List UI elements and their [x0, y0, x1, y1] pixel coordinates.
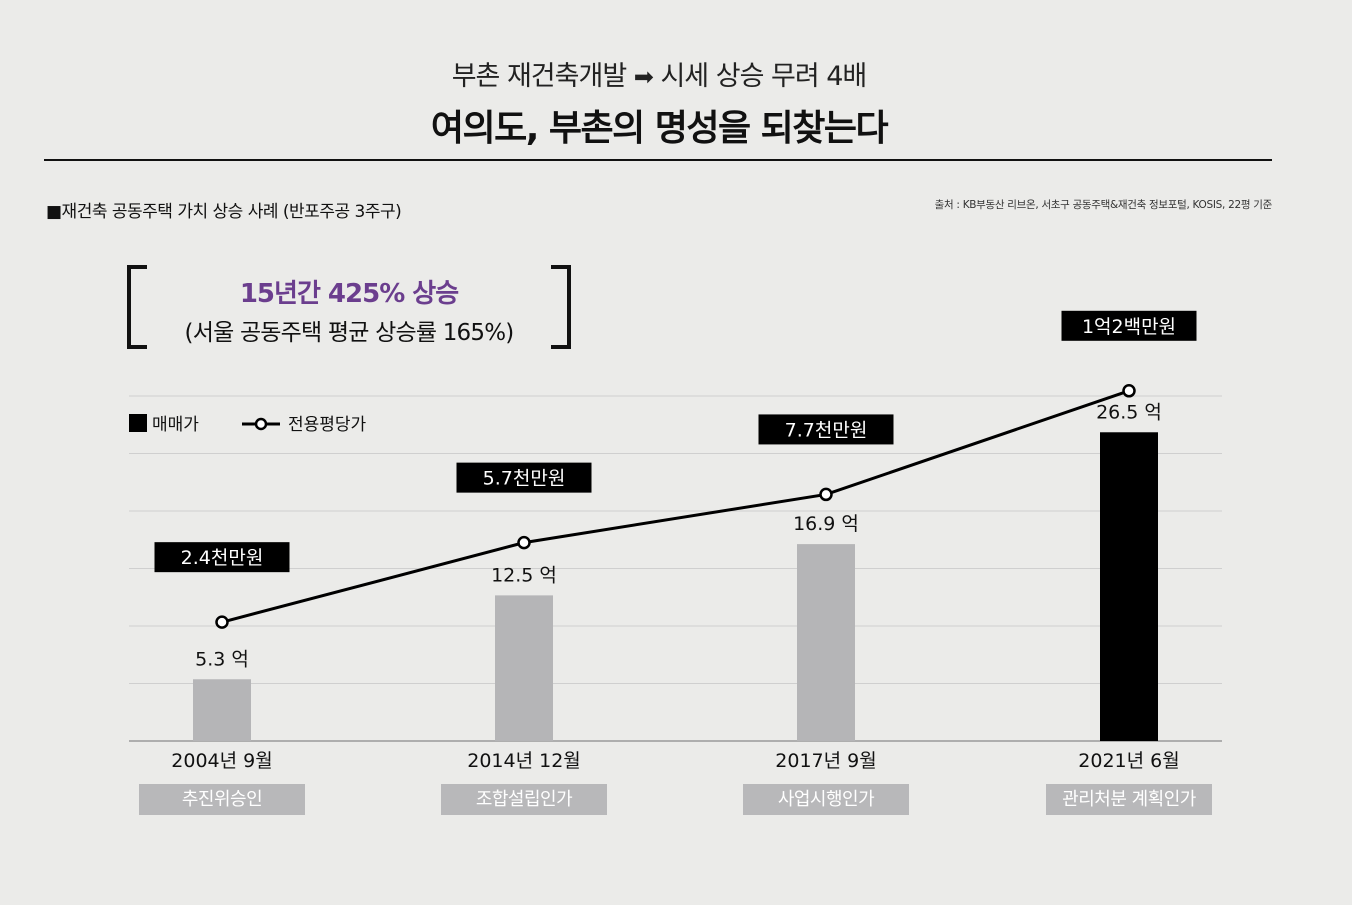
stage-label: 조합설립인가 [441, 784, 607, 815]
right-bracket [551, 265, 571, 349]
bar-value-label: 12.5 억 [491, 564, 557, 586]
stage-label: 추진위승인 [139, 784, 305, 815]
line-value-box [758, 414, 894, 445]
line-point-3 [819, 487, 833, 502]
line-value-label: 5.7천만원 [483, 468, 566, 490]
legend-line-marker [254, 417, 268, 431]
legend-line-label: 전용평당가 [288, 415, 367, 435]
line-point-4 [1122, 384, 1136, 398]
line-point-1 [215, 615, 229, 629]
x-tick-label: 2017년 9월 [775, 750, 876, 772]
arrow-right-icon: ➡ [633, 63, 654, 91]
bar-1 [193, 679, 251, 741]
bars [193, 432, 1158, 741]
bar-value-label: 16.9 억 [793, 513, 859, 535]
header-divider [44, 159, 1272, 161]
subtitle-right: 시세 상승 무려 4배 [660, 61, 867, 92]
highlight-box: 15년간 425% 상승 (서울 공동주택 평균 상승률 165%) [127, 265, 571, 353]
x-tick-label: 2004년 9월 [171, 750, 272, 772]
legend: 매매가 전용평당가 [129, 414, 367, 435]
page-title: 여의도, 부촌의 명성을 되찾는다 [430, 108, 889, 149]
bar-2 [495, 595, 553, 741]
subtitle-left: 부촌 재건축개발 [451, 61, 627, 92]
header: 부촌 재건축개발 ➡ 시세 상승 무려 4배 여의도, 부촌의 명성을 되찾는다 [0, 54, 1318, 151]
source-note: 출처 : KB부동산 리브온, 서초구 공동주택&재건축 정보포털, KOSIS… [934, 199, 1273, 211]
legend-bar-swatch [129, 414, 147, 432]
highlight-sub: (서울 공동주택 평균 상승률 165%) [184, 320, 515, 346]
line-value-box [456, 462, 592, 493]
line-series-path [221, 389, 1130, 624]
line-value-box [1061, 310, 1197, 341]
x-tick-label: 2021년 6월 [1078, 750, 1179, 772]
price-line [215, 384, 1136, 629]
line-value-label: 2.4천만원 [181, 547, 264, 569]
line-value-box [154, 542, 290, 573]
highlight-main: 15년간 425% 상승 [239, 279, 459, 309]
header-subtitle: 부촌 재건축개발 ➡ 시세 상승 무려 4배 [0, 54, 1318, 93]
legend-bar-label: 매매가 [152, 415, 199, 435]
stage-label: 사업시행인가 [743, 784, 909, 815]
bar-value-label: 5.3 억 [195, 648, 249, 670]
x-tick-label: 2014년 12월 [467, 750, 581, 772]
bar-value-label: 26.5 억 [1096, 401, 1162, 423]
line-value-label: 1억2백만원 [1082, 316, 1176, 338]
bar-3 [797, 544, 855, 741]
labels: 5.3 억 2004년 9월 12.5 억 2014년 12월 16.9 억 2017년 … [154, 310, 1197, 772]
line-point-2 [517, 535, 531, 550]
stage-label: 관리처분 계획인가 [1046, 784, 1212, 815]
bar-4 [1100, 432, 1158, 741]
section-title: ■재건축 공동주택 가치 상승 사례 (반포주공 3주구) [46, 202, 402, 222]
left-bracket [127, 265, 147, 349]
grid-lines [129, 395, 1222, 742]
line-value-label: 7.7천만원 [785, 419, 868, 441]
